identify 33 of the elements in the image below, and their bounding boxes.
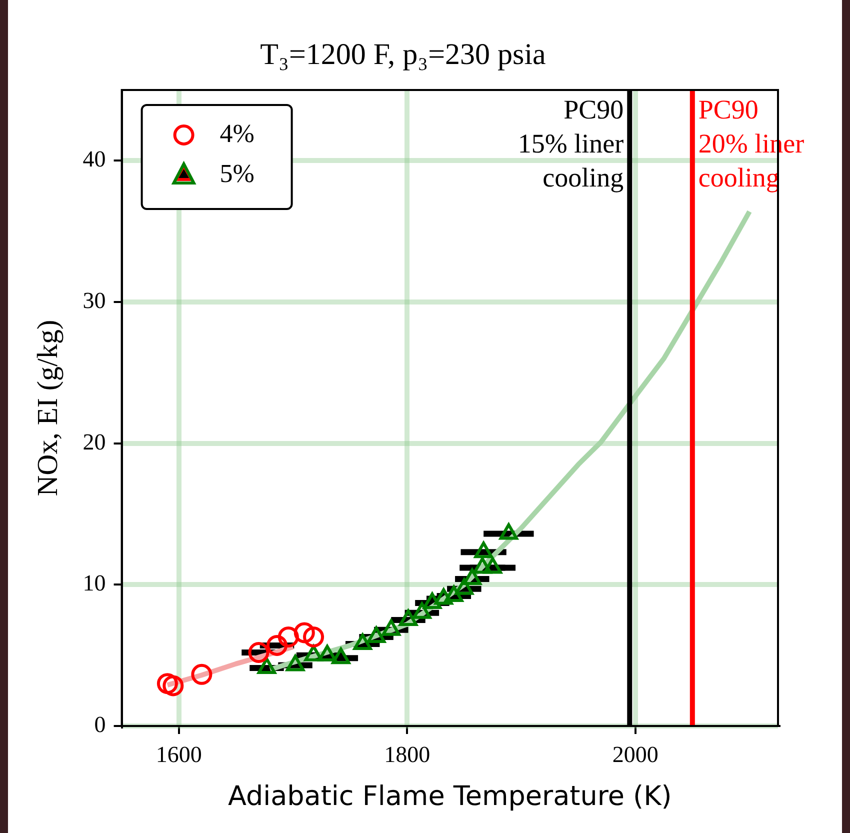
- point: [462, 568, 482, 586]
- x-tick-label: 1800: [384, 742, 430, 767]
- point: [454, 578, 474, 595]
- point: [286, 654, 305, 672]
- point: [474, 542, 493, 558]
- y-tick-label: 0: [94, 712, 106, 738]
- y-tick-label: 30: [82, 288, 106, 314]
- point: [422, 592, 442, 610]
- point: [483, 557, 502, 574]
- chart-title: T₃=1200 F, p₃=230 psia: [260, 38, 546, 71]
- point: [304, 644, 323, 662]
- point: [473, 557, 492, 574]
- point: [434, 588, 453, 605]
- point: [412, 602, 432, 619]
- point: [444, 585, 464, 602]
- ref-line-label: PC90 15% liner cooling: [518, 94, 624, 193]
- point: [366, 626, 386, 643]
- y-tick-label: 10: [82, 570, 106, 596]
- legend-label: 5%: [220, 158, 254, 188]
- point: [398, 610, 418, 626]
- x-tick-label: 1600: [156, 742, 202, 767]
- point: [318, 644, 337, 662]
- point: [353, 634, 372, 650]
- x-axis-title: Adiabatic Flame Temperature (K): [228, 780, 672, 812]
- y-tick-label: 20: [82, 429, 106, 454]
- point: [499, 523, 518, 540]
- x-tick-label: 2000: [612, 742, 658, 767]
- point: [257, 658, 276, 674]
- y-tick-label: 40: [82, 146, 106, 172]
- point: [382, 619, 400, 636]
- point: [332, 648, 350, 664]
- legend-label: 4%: [220, 118, 254, 148]
- y-axis-title: NOx, EI (g/kg): [32, 320, 64, 496]
